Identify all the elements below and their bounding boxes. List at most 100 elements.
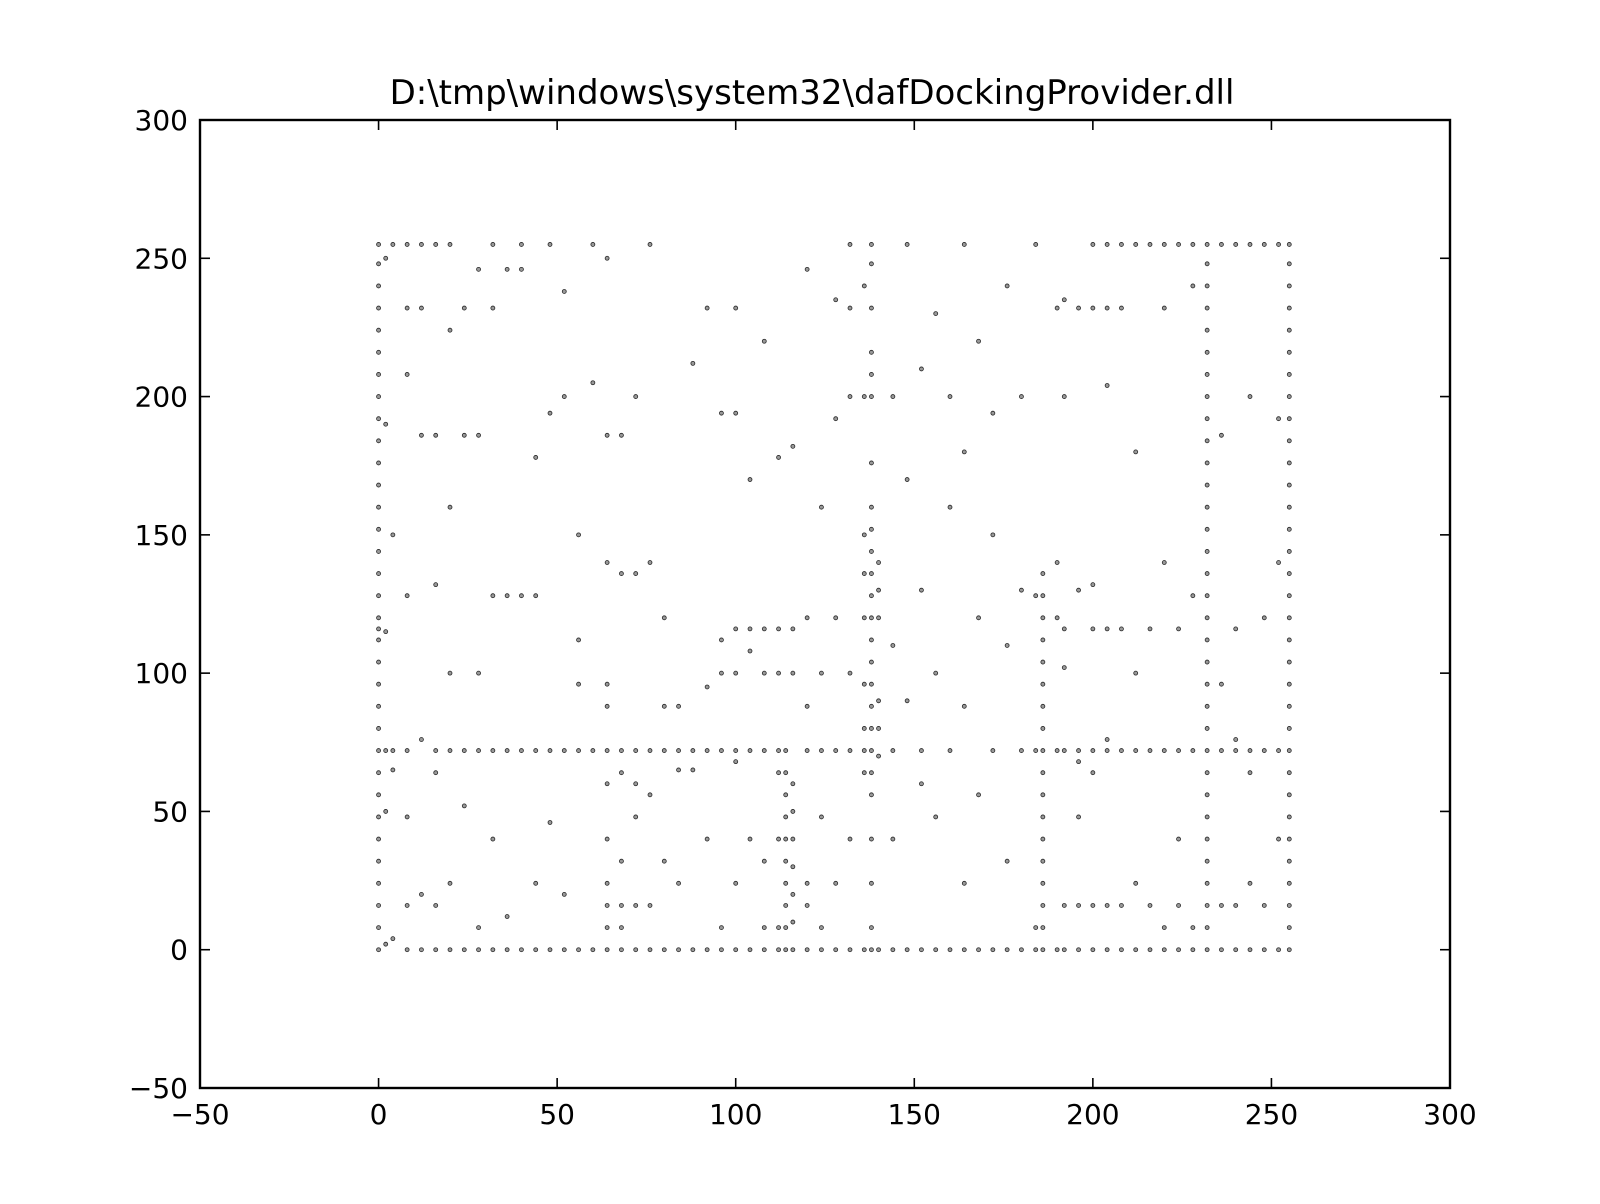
y-tick-label: 250 <box>135 242 188 275</box>
scatter-point <box>890 643 896 648</box>
scatter-point <box>461 432 467 438</box>
y-tick-label: 0 <box>170 934 188 967</box>
scatter-point <box>747 947 753 953</box>
scatter-point <box>376 880 381 886</box>
scatter-point <box>1133 880 1139 886</box>
scatter-point <box>790 836 796 842</box>
scatter-point <box>376 770 381 776</box>
scatter-point <box>1090 770 1096 776</box>
scatter-point <box>790 443 796 449</box>
scatter-point <box>376 504 381 510</box>
scatter-point <box>633 814 639 820</box>
scatter-point <box>1104 737 1110 742</box>
scatter-point <box>1104 305 1110 311</box>
scatter-point <box>519 266 524 272</box>
scatter-point <box>1076 748 1081 753</box>
scatter-point <box>876 587 881 593</box>
scatter-point <box>904 698 910 704</box>
scatter-point <box>1040 615 1046 621</box>
scatter-point <box>376 526 381 532</box>
scatter-point <box>783 858 789 864</box>
scatter-point <box>1076 305 1081 311</box>
scatter-point <box>733 305 739 311</box>
scatter-point <box>947 504 953 510</box>
scatter-point <box>690 767 696 773</box>
scatter-point <box>1040 880 1046 886</box>
scatter-point <box>869 460 874 466</box>
scatter-point <box>1286 903 1292 908</box>
scatter-point <box>1233 242 1239 247</box>
scatter-point <box>861 571 867 576</box>
scatter-point <box>704 947 710 953</box>
scatter-point <box>804 880 810 886</box>
scatter-point <box>1286 349 1292 355</box>
scatter-point <box>576 532 581 538</box>
scatter-point <box>847 670 853 676</box>
scatter-point <box>776 947 781 953</box>
scatter-point <box>719 410 724 416</box>
scatter-point <box>433 582 439 588</box>
scatter-point <box>1286 615 1292 621</box>
scatter-point <box>719 670 724 676</box>
scatter-point <box>990 748 996 753</box>
scatter-point <box>1054 748 1060 753</box>
x-tick-label: 250 <box>1245 1098 1298 1131</box>
scatter-point <box>919 781 924 787</box>
scatter-point <box>776 836 781 842</box>
scatter-point <box>719 925 724 930</box>
scatter-point <box>1286 416 1292 422</box>
scatter-point <box>1286 880 1292 886</box>
scatter-point <box>1286 242 1292 247</box>
scatter-point <box>1204 726 1210 731</box>
scatter-point <box>604 925 610 930</box>
x-tick-label: 100 <box>709 1098 762 1131</box>
scatter-point <box>1286 947 1292 953</box>
scatter-point <box>604 748 610 753</box>
scatter-point <box>1040 571 1046 576</box>
scatter-point <box>1040 925 1046 930</box>
scatter-point <box>1286 283 1292 289</box>
scatter-point <box>1119 626 1124 632</box>
scatter-point <box>604 703 610 709</box>
scatter-point <box>1054 305 1060 311</box>
scatter-point <box>1204 571 1210 576</box>
scatter-point <box>447 880 453 886</box>
scatter-point <box>376 460 381 466</box>
scatter-point <box>576 637 581 643</box>
scatter-point <box>561 947 567 953</box>
scatter-point <box>547 820 553 825</box>
scatter-point <box>876 698 881 704</box>
scatter-point <box>790 864 796 870</box>
scatter-point <box>519 947 524 953</box>
scatter-point <box>533 593 539 599</box>
scatter-point <box>376 416 381 422</box>
scatter-point <box>1119 903 1124 908</box>
scatter-point <box>1040 814 1046 820</box>
scatter-point <box>376 626 381 632</box>
y-tick-label: 50 <box>152 795 188 828</box>
y-tick-label: 300 <box>135 104 188 137</box>
x-tick-label: 150 <box>888 1098 941 1131</box>
scatter-point <box>433 947 439 953</box>
scatter-point <box>1276 836 1281 842</box>
scatter-point <box>1004 283 1010 289</box>
scatter-point <box>1040 681 1046 687</box>
scatter-point <box>1204 372 1210 377</box>
scatter-point <box>1204 903 1210 908</box>
scatter-point <box>519 242 524 247</box>
scatter-point <box>590 380 596 386</box>
scatter-point <box>961 703 967 709</box>
scatter-point <box>504 593 510 599</box>
scatter-point <box>833 947 839 953</box>
scatter-point <box>869 349 874 355</box>
scatter-point <box>1161 242 1167 247</box>
scatter-point <box>433 903 439 908</box>
scatter-point <box>719 637 724 643</box>
scatter-point <box>1276 242 1281 247</box>
scatter-point <box>919 366 924 372</box>
scatter-point <box>433 432 439 438</box>
scatter-point <box>833 416 839 422</box>
scatter-point <box>383 629 389 635</box>
scatter-point <box>1204 526 1210 532</box>
